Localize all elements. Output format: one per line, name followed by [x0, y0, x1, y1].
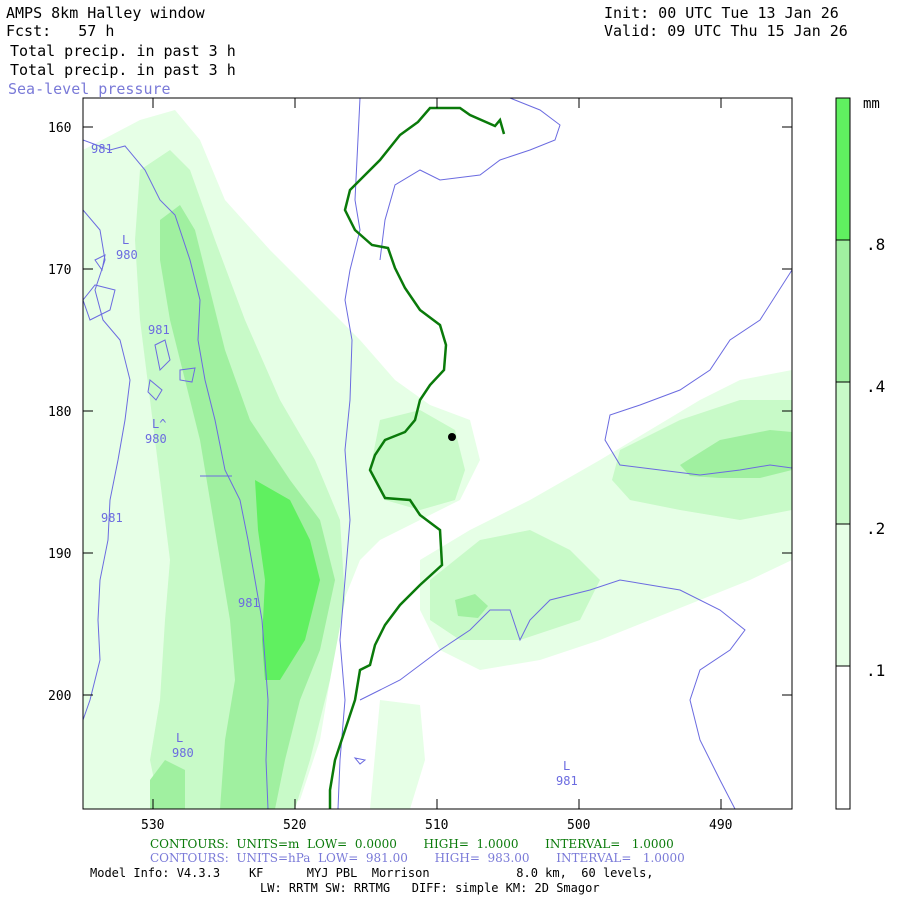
pressure-label: 980: [145, 432, 167, 446]
field-label-2: Total precip. in past 3 h: [10, 61, 236, 79]
colorbar-bin: [835, 381, 851, 525]
colorbar-label: .2: [866, 519, 885, 538]
x-tick-label: 490: [709, 818, 732, 833]
valid-time: Valid: 09 UTC Thu 15 Jan 26: [604, 22, 848, 40]
isobar-wiggle-3: [179, 367, 196, 383]
colorbar-bin: [835, 97, 851, 241]
colorbar-bin: [835, 523, 851, 667]
isobar-980-left: [83, 209, 131, 721]
y-tick-label: 160: [48, 121, 71, 136]
isobar-981-center: [337, 98, 361, 809]
colorbar-label: .4: [866, 377, 885, 396]
model-info: Model Info: V4.3.3 KF MYJ PBL Morrison 8…: [90, 866, 654, 880]
precip-area-light-south: [370, 700, 425, 809]
y-axis: [83, 126, 792, 696]
pressure-label: 981: [238, 596, 260, 610]
isobar-wiggle-5: [94, 254, 106, 272]
field-label-3: Sea-level pressure: [8, 80, 171, 98]
colorbar-bin: [835, 665, 851, 810]
pressure-label: 981: [101, 511, 123, 525]
forecast-hour: Fcst: 57 h: [6, 22, 115, 40]
isobar-small-loop: [353, 757, 367, 765]
precip-shading: [83, 110, 792, 809]
isobar-east-upper: [379, 98, 561, 261]
pressure-low-marker: L^: [152, 417, 166, 431]
precip-area-medium-center: [370, 410, 465, 510]
precip-area-strong-dot: [455, 594, 488, 618]
isobar-wiggle-1: [83, 284, 116, 321]
y-tick-label: 170: [48, 263, 71, 278]
x-tick-label: 510: [425, 818, 448, 833]
y-tick-label: 180: [48, 405, 71, 420]
pressure-label: 981: [148, 323, 170, 337]
pressure-low-marker: L: [122, 233, 129, 247]
pressure-contours: [83, 98, 792, 809]
isobar-981-west: [83, 139, 269, 809]
isobar-wiggle-2: [154, 339, 171, 372]
x-tick-label: 530: [141, 818, 164, 833]
pressure-label: 981: [556, 774, 578, 788]
contour-info-land: CONTOURS: UNITS=m LOW= 0.0000 HIGH= 1.00…: [150, 837, 674, 851]
y-tick-label: 200: [48, 689, 71, 704]
pressure-low-marker: L: [563, 759, 570, 773]
isobar-east-right: [604, 269, 792, 476]
map-title: AMPS 8km Halley window: [6, 4, 205, 22]
isobar-south-east: [359, 579, 746, 809]
precip-area-strong-south: [150, 760, 185, 809]
x-axis: [152, 98, 722, 809]
coastline-contour: [328, 106, 506, 809]
pressure-label: 981: [91, 142, 113, 156]
colorbar-bin: [835, 239, 851, 383]
init-time: Init: 00 UTC Tue 13 Jan 26: [604, 4, 839, 22]
pressure-label: 980: [116, 248, 138, 262]
y-tick-label: 190: [48, 547, 71, 562]
colorbar: [835, 97, 851, 810]
isobar-wiggle-4: [147, 379, 163, 401]
colorbar-label: .1: [866, 661, 885, 680]
field-label-1: Total precip. in past 3 h: [10, 42, 236, 60]
station-marker: [448, 433, 456, 441]
pressure-low-marker: L: [176, 731, 183, 745]
colorbar-unit: mm: [863, 96, 880, 112]
colorbar-label: .8: [866, 235, 885, 254]
pressure-label: 980: [172, 746, 194, 760]
x-tick-label: 500: [567, 818, 590, 833]
model-info-physics: LW: RRTM SW: RRTMG DIFF: simple KM: 2D S…: [260, 881, 600, 895]
contour-info-pressure: CONTOURS: UNITS=hPa LOW= 981.00 HIGH= 98…: [150, 851, 685, 865]
precip-area-max: [255, 480, 320, 680]
x-tick-label: 520: [283, 818, 306, 833]
